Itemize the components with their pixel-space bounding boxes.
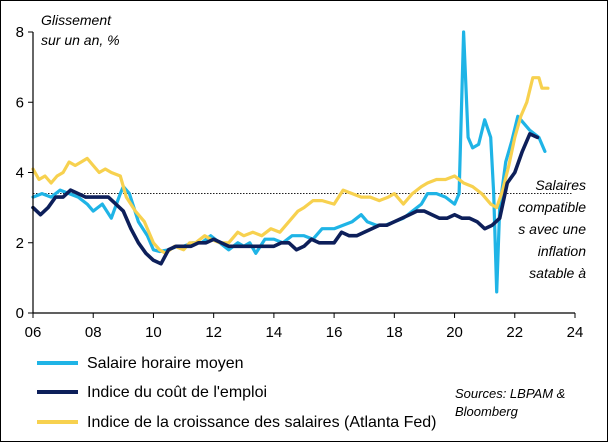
x-tick-label: 20 [446, 324, 463, 341]
reference-line-label: compatible [518, 199, 586, 215]
x-tick-label: 22 [506, 324, 523, 341]
reference-line-label: satable à [529, 265, 586, 281]
source-label: Bloomberg [455, 404, 519, 419]
reference-line-label: inflation [538, 243, 586, 259]
series-line-2 [31, 76, 550, 255]
x-tick-label: 14 [266, 324, 283, 341]
x-tick-label: 16 [326, 324, 343, 341]
x-tick-label: 12 [205, 324, 222, 341]
series-line-0 [31, 30, 547, 294]
y-tick-label: 4 [16, 165, 24, 182]
y-axis-label: Glissement [41, 12, 112, 28]
y-tick-label: 8 [16, 24, 24, 41]
y-axis-label: sur un an, % [41, 32, 120, 48]
x-tick-label: 24 [567, 324, 584, 341]
plot-area [31, 30, 573, 294]
x-tick-label: 06 [25, 324, 42, 341]
x-tick-label: 08 [85, 324, 102, 341]
legend-label-0: Salaire horaire moyen [87, 355, 244, 372]
source-label: Sources: LBPAM & [455, 386, 565, 401]
y-tick-label: 0 [16, 305, 24, 322]
x-tick-label: 18 [386, 324, 403, 341]
reference-line-label: Salaires [535, 177, 586, 193]
annotations: Glissement sur un an, % Salaires compatible… [41, 12, 588, 419]
y-tick-label: 2 [16, 235, 24, 252]
legend: Salaire horaire moyen Indice du coût de l… [37, 355, 437, 431]
legend-label-2: Indice de la croissance des salaires (At… [87, 414, 437, 431]
y-tick-label: 6 [16, 94, 24, 111]
reference-line-label: s avec une [518, 221, 586, 237]
x-tick-label: 10 [145, 324, 162, 341]
legend-label-1: Indice du coût de l'emploi [87, 384, 267, 401]
series-line-1 [31, 132, 540, 266]
